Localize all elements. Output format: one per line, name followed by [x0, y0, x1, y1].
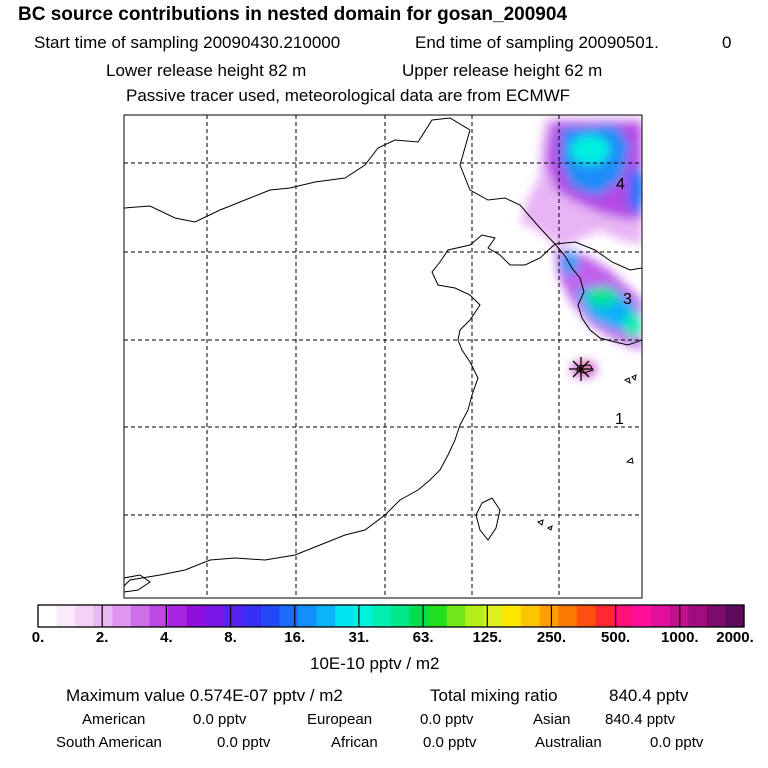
colorbar-cell	[391, 605, 411, 627]
asian-label: Asian	[533, 711, 571, 728]
border-manchuria	[459, 129, 556, 245]
colorbar-unit: 10E-10 pptv / m2	[310, 654, 440, 673]
receptor-star-icon	[569, 357, 593, 381]
colorbar-tick-label: 1000.	[661, 629, 699, 646]
australian-value: 0.0 pptv	[650, 734, 704, 751]
colorbar-cell	[502, 605, 522, 627]
colorbar-cell	[725, 605, 745, 627]
colorbar-frame	[37, 604, 745, 628]
colorbar-cell	[688, 605, 708, 627]
south-american-label: South American	[56, 734, 162, 751]
colorbar-cell	[465, 605, 485, 627]
colorbar-cell	[205, 605, 225, 627]
asian-value: 840.4 pptv	[605, 711, 676, 728]
map-label-3: 3	[623, 291, 632, 308]
end-time: End time of sampling 20090501.	[415, 33, 659, 52]
colorbar-tick-lines	[101, 605, 681, 627]
american-label: American	[82, 711, 146, 728]
map-label-4: 4	[616, 176, 625, 193]
african-label: African	[331, 734, 378, 751]
colorbar-cell	[56, 605, 76, 627]
coastlines	[124, 117, 642, 593]
coast-bohai	[124, 234, 556, 587]
colorbar-tick-label: 250.	[536, 629, 567, 646]
maximum-value: Maximum value 0.574E-07 pptv / m2	[66, 686, 343, 705]
colorbar-cell	[539, 605, 559, 627]
colorbar-cell	[446, 605, 466, 627]
colorbar-tick-label: 16.	[284, 629, 306, 646]
colorbar-cell	[223, 605, 243, 627]
south-american-value: 0.0 pptv	[217, 734, 271, 751]
american-value: 0.0 pptv	[193, 711, 247, 728]
colorbar-cell	[632, 605, 652, 627]
african-value: 0.0 pptv	[423, 734, 477, 751]
colorbar-tick-label: 2.	[95, 629, 109, 646]
end-time-value: 0	[722, 33, 732, 52]
colorbar-tick-label: 8.	[224, 629, 237, 646]
colorbar-cell	[75, 605, 95, 627]
colorbar-cell	[168, 605, 188, 627]
border-korea-north	[554, 241, 642, 271]
colorbar-tick-label: 63.	[412, 629, 434, 646]
island-jeju	[576, 364, 594, 374]
border-mongolia	[124, 117, 471, 223]
colorbar-cell	[316, 605, 336, 627]
colorbar-cells	[38, 605, 745, 627]
lower-release-height: Lower release height 82 m	[106, 61, 307, 80]
gridlines	[124, 115, 642, 598]
plume-korea-peak	[587, 288, 617, 306]
tracer-note: Passive tracer used, meteorological data…	[126, 86, 571, 105]
colorbar-cell	[595, 605, 615, 627]
colorbar-cell	[372, 605, 392, 627]
plume-korea-south-peak	[624, 312, 642, 338]
colorbar-cell	[706, 605, 727, 627]
upper-release-height: Upper release height 62 m	[402, 61, 603, 80]
colorbar-cell	[93, 605, 113, 627]
colorbar-cell	[613, 605, 634, 627]
total-mixing-ratio-value: 840.4 pptv	[609, 686, 689, 705]
colorbar-cell	[483, 605, 504, 627]
coast-korea-west	[554, 243, 642, 346]
colorbar-tick-label: 0.	[31, 629, 45, 646]
colorbar-cell	[242, 605, 262, 627]
colorbar-cell	[38, 605, 58, 627]
colorbar-cell	[186, 605, 206, 627]
colorbar-tick-label: 125.	[472, 629, 502, 646]
map-frame	[123, 114, 643, 599]
colorbar-cell	[353, 605, 374, 627]
plume-northeast	[520, 118, 642, 248]
plume-east-edge	[628, 166, 642, 214]
colorbar-tick-label: 2000.	[716, 629, 754, 646]
australian-label: Australian	[535, 734, 602, 751]
start-time: Start time of sampling 20090430.210000	[34, 33, 341, 52]
european-label: European	[307, 711, 373, 728]
plume-northeast-peak	[570, 135, 610, 165]
colorbar-cell	[279, 605, 299, 627]
colorbar-cell	[149, 605, 169, 627]
colorbar-cell	[521, 605, 541, 627]
colorbar-tick-label: 31.	[348, 629, 370, 646]
colorbar-cell	[576, 605, 596, 627]
colorbar-cell	[409, 605, 429, 627]
european-value: 0.0 pptv	[420, 711, 474, 728]
colorbar-tick-label: 4.	[160, 629, 173, 646]
colorbar-cell	[558, 605, 578, 627]
colorbar-cell	[428, 605, 448, 627]
colorbar-cell	[335, 605, 355, 627]
colorbar-cell	[112, 605, 132, 627]
islands-ryukyu	[536, 374, 637, 531]
colorbar-cell	[260, 605, 281, 627]
colorbar-cell	[130, 605, 151, 627]
colorbar-tick-label: 500.	[601, 629, 631, 646]
colorbar-cell	[651, 605, 671, 627]
chart-title: BC source contributions in nested domain…	[18, 4, 568, 25]
island-hainan	[124, 574, 151, 593]
map-label-1: 1	[615, 411, 624, 428]
colorbar-cell	[298, 605, 318, 627]
total-mixing-ratio-label: Total mixing ratio	[430, 686, 558, 705]
island-taiwan	[475, 497, 501, 541]
